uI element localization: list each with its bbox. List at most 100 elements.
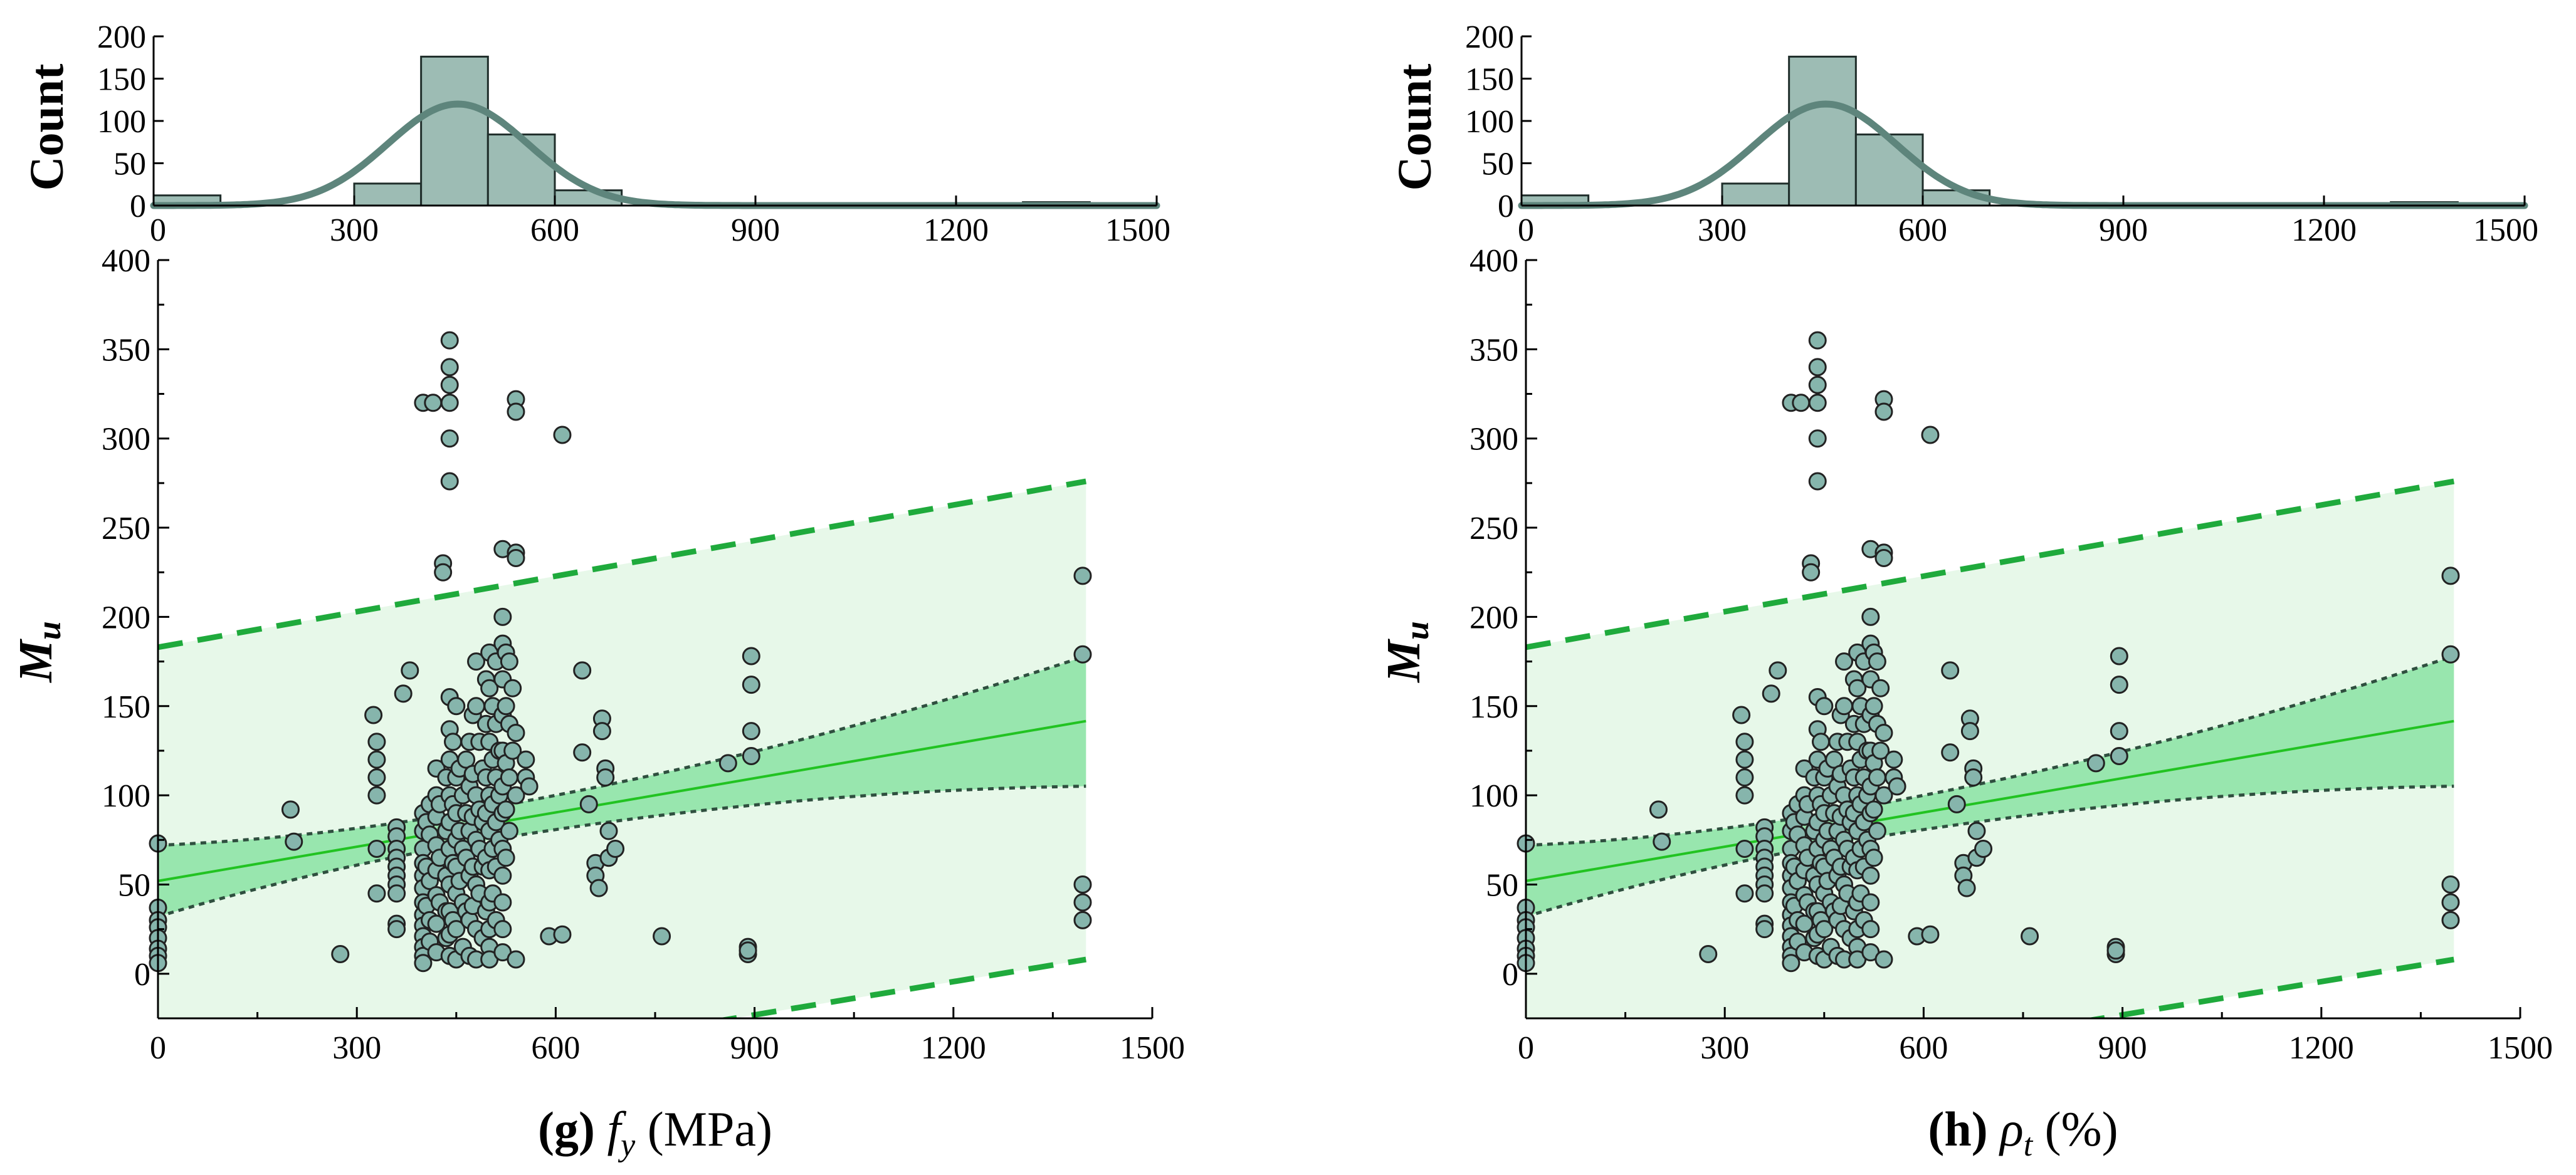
scatter-point: [1815, 697, 1834, 716]
scatter-point: [2110, 676, 2128, 694]
hist-bar: [353, 182, 423, 207]
scatter-point: [1868, 652, 1886, 671]
scatter-x-tick-label: 600: [531, 1030, 580, 1066]
scatter-point: [500, 768, 518, 787]
scatter-point: [1808, 331, 1827, 350]
scatter-point: [1808, 394, 1827, 412]
figure-panel-g: 0 50 100 150 200 0 300 600 900 1200 1500 Count 0 50 10…: [9, 19, 1185, 1163]
scatter-point: [1868, 768, 1886, 787]
scatter-point: [493, 866, 512, 885]
scatter-point: [440, 394, 459, 412]
scatter-point: [1964, 768, 1983, 787]
scatter-point: [1073, 567, 1092, 585]
scatter-point: [1735, 733, 1754, 751]
scatter-point: [2441, 875, 2460, 894]
scatter-y-tick-label: 400: [1469, 243, 1518, 279]
scatter-point: [434, 563, 453, 582]
kde-curve: [150, 100, 1160, 209]
scatter-point: [1921, 426, 1940, 444]
scatter-point: [440, 358, 459, 377]
scatter-point: [1812, 733, 1831, 751]
scatter-point: [1735, 840, 1754, 859]
scatter-x-tick-label: 300: [1700, 1030, 1749, 1066]
scatter-point: [1835, 652, 1854, 671]
scatter-point: [2021, 927, 2039, 946]
scatter-point: [1864, 800, 1883, 819]
scatter-point: [1864, 849, 1883, 867]
scatter-point: [480, 679, 499, 697]
x-label-symbol: ρ: [1999, 1102, 2023, 1156]
scatter-point: [1974, 840, 1993, 859]
scatter-y-tick-label: 300: [1469, 422, 1518, 457]
hist-y-tick-label: 200: [1465, 19, 1514, 55]
scatter-point: [739, 941, 757, 960]
hist-x-tick-label: 1200: [2291, 212, 2357, 248]
scatter-point: [440, 331, 459, 350]
plot-area: [1526, 478, 2455, 1018]
scatter-point: [1802, 563, 1821, 582]
scatter-point: [493, 893, 512, 912]
scatter-point: [281, 800, 300, 819]
scatter-point: [1885, 750, 1903, 769]
scatter-point: [742, 676, 760, 694]
hist-x-tick-label: 300: [330, 212, 379, 248]
scatter-point: [1868, 822, 1886, 840]
x-label-unit: (%): [2032, 1102, 2118, 1156]
scatter-plot: 0 50 100 150 200 250 300 350 400 0 300 600 900 1200 15…: [1377, 243, 2553, 1163]
hist-x-tick-label: 600: [530, 212, 579, 248]
scatter-x-tick-label: 1500: [1120, 1030, 1185, 1066]
scatter-point: [1874, 723, 1893, 742]
scatter-point: [440, 429, 459, 448]
scatter-point: [742, 647, 760, 666]
scatter-y-tick-label: 0: [1502, 957, 1518, 993]
scatter-plot: 0 50 100 150 200 250 300 350 400 0 300 600 900 1200 15…: [9, 243, 1185, 1163]
scatter-y-axis-title: Mu: [9, 621, 68, 683]
scatter-point: [447, 697, 466, 716]
scatter-y-tick-label: 100: [102, 778, 150, 814]
scatter-y-tick-label: 0: [134, 957, 150, 993]
scatter-y-tick-label: 50: [118, 867, 150, 903]
scatter-point: [520, 777, 539, 796]
scatter-point: [497, 800, 515, 819]
scatter-point: [1735, 750, 1754, 769]
hist-x-tick-label: 0: [1518, 212, 1534, 248]
scatter-point: [1861, 893, 1880, 912]
confidence-lower-line: [1526, 785, 2454, 919]
hist-y-tick-label: 0: [1498, 189, 1514, 224]
scatter-point: [553, 426, 572, 444]
scatter-y-tick-label: 250: [102, 511, 150, 546]
prediction-upper-line: [1526, 478, 2455, 650]
regression-line: [158, 719, 1086, 882]
scatter-points: [149, 331, 1092, 973]
scatter-point: [2441, 645, 2460, 664]
scatter-point: [467, 697, 486, 716]
x-label-space: [1988, 1102, 2000, 1156]
confidence-lower-line: [158, 785, 1086, 919]
scatter-y-tick-label: 200: [102, 600, 150, 635]
scatter-point: [742, 722, 760, 741]
scatter-point: [653, 927, 671, 946]
scatter-point: [500, 652, 518, 671]
scatter-point: [500, 822, 518, 840]
kde-curve: [1518, 100, 2528, 209]
x-label-subscript: t: [2024, 1127, 2034, 1163]
scatter-point: [427, 914, 446, 933]
scatter-point: [1649, 800, 1668, 819]
scatter-point: [1815, 920, 1834, 939]
scatter-point: [1874, 402, 1893, 421]
scatter-x-tick-label: 600: [1899, 1030, 1948, 1066]
hist-y-tick-label: 100: [1465, 104, 1514, 140]
scatter-point: [1888, 777, 1906, 796]
scatter-y-tick-label: 350: [1469, 332, 1518, 368]
scatter-point: [573, 743, 592, 762]
scatter-point: [718, 754, 737, 773]
y-title-symbol: M: [1377, 639, 1430, 683]
scatter-point: [401, 661, 419, 680]
scatter-point: [1957, 879, 1976, 897]
hist-bar: [1854, 133, 1924, 207]
hist-bar: [1788, 55, 1857, 207]
scatter-point: [1735, 884, 1754, 903]
